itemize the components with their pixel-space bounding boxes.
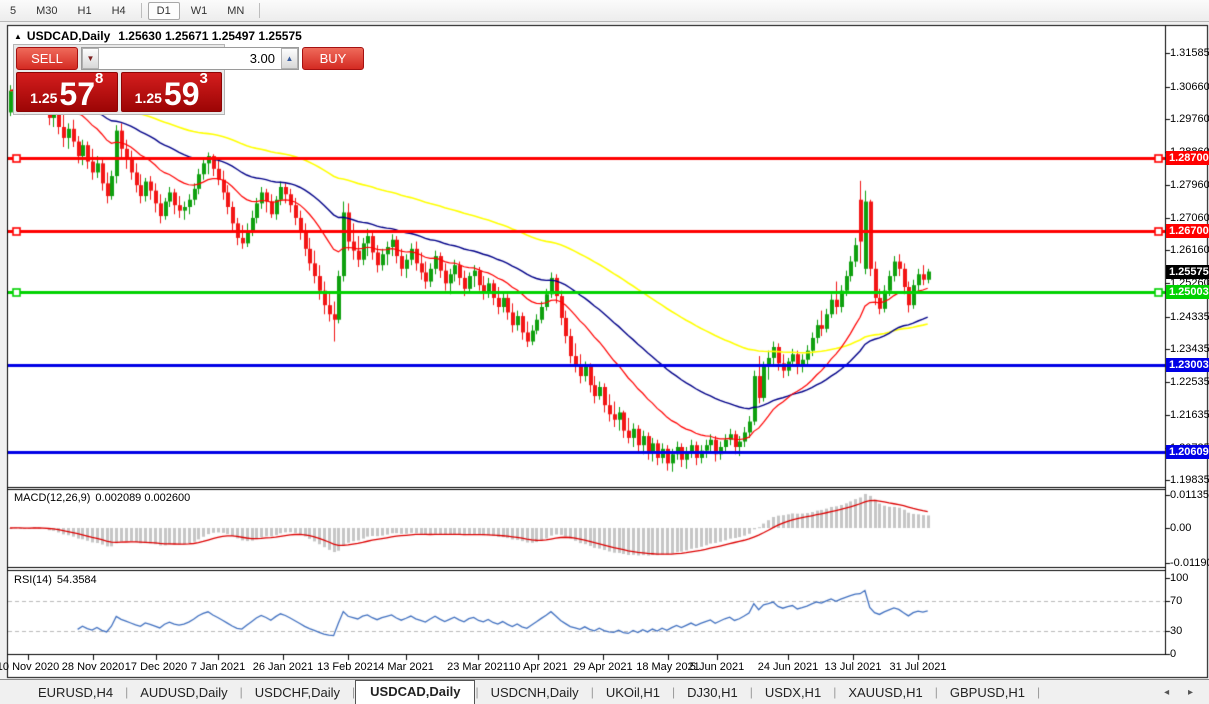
symbol-tab-usdx[interactable]: USDX,H1 bbox=[764, 684, 822, 700]
tab-separator: | bbox=[125, 685, 129, 699]
timeframe-button-m30[interactable]: M30 bbox=[36, 4, 58, 17]
sell-price-display[interactable]: 1.25 57 8 bbox=[16, 70, 118, 112]
price-axis-tick: 1.30660 bbox=[1170, 80, 1209, 93]
hline-price-label: 1.20609 bbox=[1166, 445, 1209, 460]
date-axis-label: 13 Feb 2021 bbox=[317, 661, 379, 673]
date-axis-label: 29 Apr 2021 bbox=[573, 661, 633, 673]
macd-axis-tick: 0.00 bbox=[1170, 522, 1192, 534]
price-axis-tick: 1.23435 bbox=[1170, 343, 1209, 356]
tab-separator: | bbox=[239, 685, 243, 699]
one-click-trading-panel: SELL ▼ ▲ BUY 1.25 57 8 1.25 59 3 bbox=[13, 44, 364, 115]
chart-ohlc-values: 1.25630 1.25671 1.25497 1.25575 bbox=[118, 29, 302, 43]
macd-values: 0.002089 0.002600 bbox=[95, 492, 191, 504]
tab-separator: | bbox=[833, 685, 837, 699]
tab-scroll-arrows-icon[interactable]: ◂ ▸ bbox=[1164, 686, 1201, 698]
symbol-tab-ukoil[interactable]: UKOil,H1 bbox=[605, 684, 660, 700]
chart-title: ▲ USDCAD,Daily 1.25630 1.25671 1.25497 1.2… bbox=[14, 29, 302, 43]
date-axis-label: 24 Jun 2021 bbox=[757, 661, 819, 673]
symbol-tab-usdcad[interactable]: USDCAD,Daily bbox=[355, 680, 476, 704]
symbol-tab-usdchf[interactable]: USDCHF,Daily bbox=[254, 684, 341, 700]
symbol-tab-xauusd[interactable]: XAUUSD,H1 bbox=[848, 684, 923, 700]
symbol-tab-bar: EURUSD,H4 | AUDUSD,Daily | USDCHF,Daily | USDC… bbox=[0, 679, 1209, 704]
hline-price-label: 1.26700 bbox=[1166, 223, 1209, 238]
symbol-tab-eurusd[interactable]: EURUSD,H4 bbox=[38, 684, 114, 700]
price-axis-tick: 1.21635 bbox=[1170, 408, 1209, 421]
hline-price-label: 1.23003 bbox=[1166, 358, 1209, 373]
timeframe-button-5[interactable]: 5 bbox=[10, 4, 17, 17]
collapse-panel-icon[interactable]: ▲ bbox=[14, 32, 22, 41]
date-axis-label: 17 Dec 2020 bbox=[124, 661, 188, 673]
price-axis-tick: 1.24335 bbox=[1170, 310, 1209, 323]
timeframe-button-h4[interactable]: H4 bbox=[111, 4, 126, 17]
symbol-tab-audusd[interactable]: AUDUSD,Daily bbox=[140, 684, 228, 700]
price-axis-tick: 1.27960 bbox=[1170, 178, 1209, 191]
current-price-label: 1.25575 bbox=[1166, 264, 1209, 279]
date-axis-label: 7 Jan 2021 bbox=[190, 661, 246, 673]
tab-separator: | bbox=[352, 685, 356, 699]
tab-separator: | bbox=[934, 685, 938, 699]
symbol-tab-dj30[interactable]: DJ30,H1 bbox=[687, 684, 738, 700]
date-axis-label: 4 Mar 2021 bbox=[378, 661, 434, 673]
price-axis-tick: 1.27060 bbox=[1170, 211, 1209, 224]
hline-price-label: 1.28700 bbox=[1166, 150, 1209, 165]
rsi-value: 54.3584 bbox=[56, 574, 97, 586]
date-axis-label: 28 Nov 2020 bbox=[61, 661, 125, 673]
buy-price-base: 1.25 bbox=[134, 90, 162, 106]
date-axis-label: 31 Jul 2021 bbox=[889, 661, 947, 673]
rsi-axis-tick: 70 bbox=[1170, 594, 1183, 607]
date-axis-label: 10 Apr 2021 bbox=[508, 661, 568, 673]
timeframe-button-w1[interactable]: W1 bbox=[190, 4, 208, 17]
volume-increase-icon[interactable]: ▲ bbox=[281, 48, 298, 69]
sell-price-sup: 8 bbox=[95, 70, 104, 87]
buy-button[interactable]: BUY bbox=[302, 47, 364, 70]
symbol-tab-usdcnh[interactable]: USDCNH,Daily bbox=[490, 684, 579, 700]
date-axis-label: 18 May 2021 bbox=[636, 661, 700, 673]
rsi-axis-tick: 0 bbox=[1170, 647, 1177, 660]
rsi-name: RSI(14) bbox=[14, 574, 52, 586]
volume-decrease-icon[interactable]: ▼ bbox=[82, 48, 99, 69]
sell-button[interactable]: SELL bbox=[16, 47, 78, 70]
macd-axis-tick: -0.011904 bbox=[1170, 556, 1209, 569]
buy-price-sup: 3 bbox=[199, 70, 208, 87]
toolbar-divider bbox=[259, 3, 261, 18]
price-axis-tick: 1.22535 bbox=[1170, 376, 1209, 389]
chart-symbol-label: USDCAD,Daily bbox=[26, 29, 111, 43]
price-axis-tick: 1.26160 bbox=[1170, 244, 1209, 257]
price-axis-tick: 1.19835 bbox=[1170, 474, 1209, 487]
date-axis-label: 26 Jan 2021 bbox=[252, 661, 314, 673]
macd-name: MACD(12,26,9) bbox=[14, 492, 91, 504]
tab-separator: | bbox=[475, 685, 479, 699]
sell-price-big: 57 bbox=[59, 75, 95, 112]
rsi-pane-label: RSI(14) 54.3584 bbox=[14, 574, 97, 586]
timeframe-button-mn[interactable]: MN bbox=[227, 4, 245, 17]
tab-separator: | bbox=[1037, 685, 1041, 699]
buy-price-big: 59 bbox=[163, 75, 200, 112]
timeframe-button-h1[interactable]: H1 bbox=[77, 4, 92, 17]
macd-pane-label: MACD(12,26,9) 0.002089 0.002600 bbox=[14, 492, 190, 504]
timeframe-toolbar: 5 M30 H1 H4 D1 W1 MN bbox=[0, 0, 1209, 22]
date-axis-label: 23 Mar 2021 bbox=[447, 661, 509, 673]
macd-axis-tick: 0.01135 bbox=[1170, 489, 1209, 502]
sell-price-base: 1.25 bbox=[30, 90, 58, 106]
date-axis-label: 5 Jun 2021 bbox=[689, 661, 745, 673]
symbol-tab-gbpusd[interactable]: GBPUSD,H1 bbox=[949, 684, 1025, 700]
price-axis-tick: 1.31585 bbox=[1170, 47, 1209, 59]
price-axis-tick: 1.29760 bbox=[1170, 113, 1209, 126]
volume-stepper: ▼ ▲ bbox=[81, 47, 299, 70]
tab-separator: | bbox=[672, 685, 676, 699]
rsi-axis-tick: 100 bbox=[1170, 572, 1189, 584]
rsi-axis-tick: 30 bbox=[1170, 624, 1183, 637]
volume-input[interactable] bbox=[99, 48, 281, 69]
toolbar-divider bbox=[140, 3, 142, 18]
date-axis-label: 10 Nov 2020 bbox=[0, 661, 60, 673]
tab-separator: | bbox=[590, 685, 594, 699]
timeframe-button-d1[interactable]: D1 bbox=[147, 1, 180, 20]
buy-price-display[interactable]: 1.25 59 3 bbox=[120, 70, 222, 112]
tab-separator: | bbox=[749, 685, 753, 699]
hline-price-label: 1.25003 bbox=[1166, 285, 1209, 300]
date-axis-label: 13 Jul 2021 bbox=[824, 661, 882, 673]
